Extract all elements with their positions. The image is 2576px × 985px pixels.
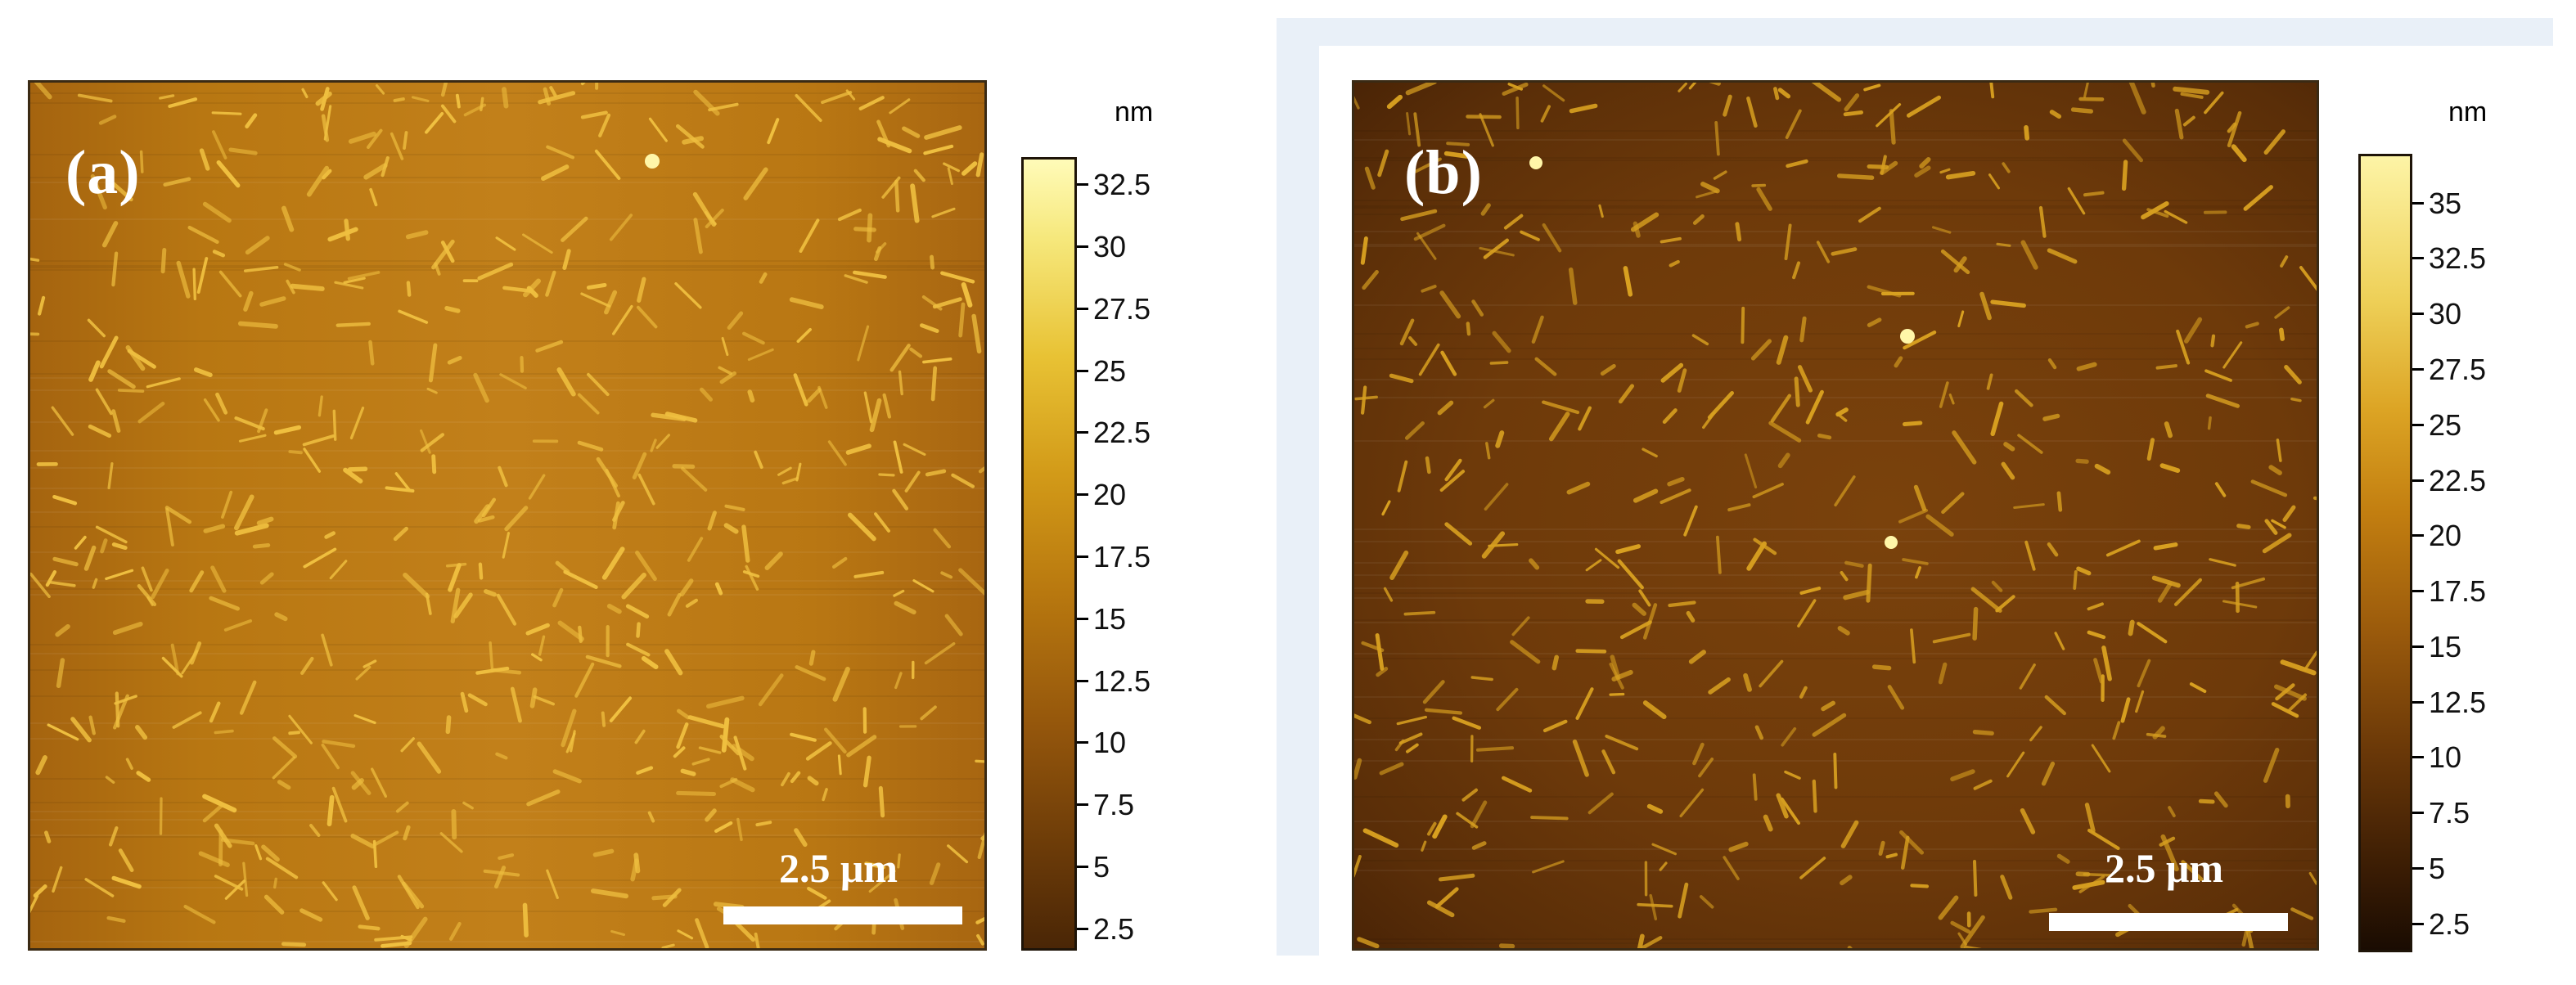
colorbar-tick-mark (1077, 493, 1088, 497)
colorbar-tick-label: 22.5 (2429, 463, 2487, 497)
colorbar-tick-label: 12.5 (2429, 685, 2487, 719)
colorbar-tick-label: 5 (1093, 849, 1110, 884)
colorbar-tick-label: 15 (2429, 629, 2462, 663)
colorbar-tick-mark (1077, 927, 1088, 930)
scale-bar-label-a: 2.5 μm (779, 845, 898, 891)
scale-bar-b (2049, 913, 2288, 931)
colorbar-tick-mark (2412, 922, 2424, 925)
colorbar-tick-mark (2412, 866, 2424, 870)
colorbar-tick-label: 32.5 (2429, 241, 2487, 276)
colorbar-tick-mark (2412, 423, 2424, 426)
colorbar-unit-a: nm (1115, 97, 1154, 128)
colorbar-b (2358, 154, 2412, 952)
afm-image-b (1352, 80, 2319, 951)
colorbar-tick-label: 27.5 (1093, 291, 1151, 326)
colorbar-tick-label: 10 (1093, 726, 1127, 760)
colorbar-tick-mark (2412, 700, 2424, 704)
colorbar-tick-label: 30 (1093, 230, 1127, 264)
colorbar-tick-mark (1077, 369, 1088, 372)
afm-image-a (28, 80, 987, 951)
panel-label-a: (a) (65, 138, 141, 207)
scale-bar-a (723, 906, 962, 924)
colorbar-tick-label: 7.5 (2429, 796, 2470, 830)
colorbar-tick-mark (1077, 555, 1088, 559)
colorbar-tick-mark (1077, 865, 1088, 868)
colorbar-tick-mark (2412, 479, 2424, 482)
colorbar-tick-label: 17.5 (1093, 540, 1151, 574)
colorbar-tick-label: 27.5 (2429, 352, 2487, 386)
colorbar-tick-mark (1077, 803, 1088, 807)
panel-label-b: (b) (1404, 138, 1483, 207)
colorbar-tick-mark (2412, 257, 2424, 260)
colorbar-tick-label: 25 (2429, 407, 2462, 442)
colorbar-a (1021, 157, 1077, 951)
colorbar-tick-mark (2412, 645, 2424, 648)
colorbar-tick-label: 2.5 (1093, 911, 1135, 946)
colorbar-tick-label: 32.5 (1093, 168, 1151, 202)
colorbar-tick-mark (2412, 756, 2424, 759)
colorbar-tick-label: 15 (1093, 601, 1127, 636)
colorbar-tick-mark (2412, 201, 2424, 205)
colorbar-tick-label: 12.5 (1093, 663, 1151, 698)
colorbar-tick-label: 20 (1093, 478, 1127, 512)
colorbar-tick-mark (1077, 741, 1088, 744)
colorbar-tick-label: 10 (2429, 740, 2462, 775)
scale-bar-label-b: 2.5 μm (2105, 845, 2223, 891)
colorbar-tick-label: 22.5 (1093, 416, 1151, 450)
colorbar-tick-mark (2412, 590, 2424, 593)
colorbar-tick-label: 2.5 (2429, 906, 2470, 941)
colorbar-tick-mark (1077, 617, 1088, 620)
colorbar-tick-label: 5 (2429, 851, 2446, 885)
colorbar-tick-label: 7.5 (1093, 788, 1135, 822)
colorbar-tick-mark (2412, 812, 2424, 815)
colorbar-tick-label: 20 (2429, 519, 2462, 553)
colorbar-tick-mark (2412, 534, 2424, 537)
colorbar-tick-mark (1077, 307, 1088, 310)
colorbar-tick-mark (1077, 679, 1088, 682)
colorbar-tick-mark (2412, 313, 2424, 316)
colorbar-tick-label: 35 (2429, 186, 2462, 220)
colorbar-tick-mark (1077, 431, 1088, 434)
colorbar-tick-mark (1077, 183, 1088, 187)
colorbar-tick-label: 30 (2429, 297, 2462, 331)
afm-features-b (1354, 83, 2317, 948)
colorbar-tick-label: 25 (1093, 353, 1127, 388)
afm-features-a (30, 83, 984, 948)
colorbar-tick-mark (1077, 245, 1088, 249)
colorbar-unit-b: nm (2448, 97, 2488, 128)
colorbar-tick-mark (2412, 367, 2424, 371)
colorbar-tick-label: 17.5 (2429, 574, 2487, 609)
